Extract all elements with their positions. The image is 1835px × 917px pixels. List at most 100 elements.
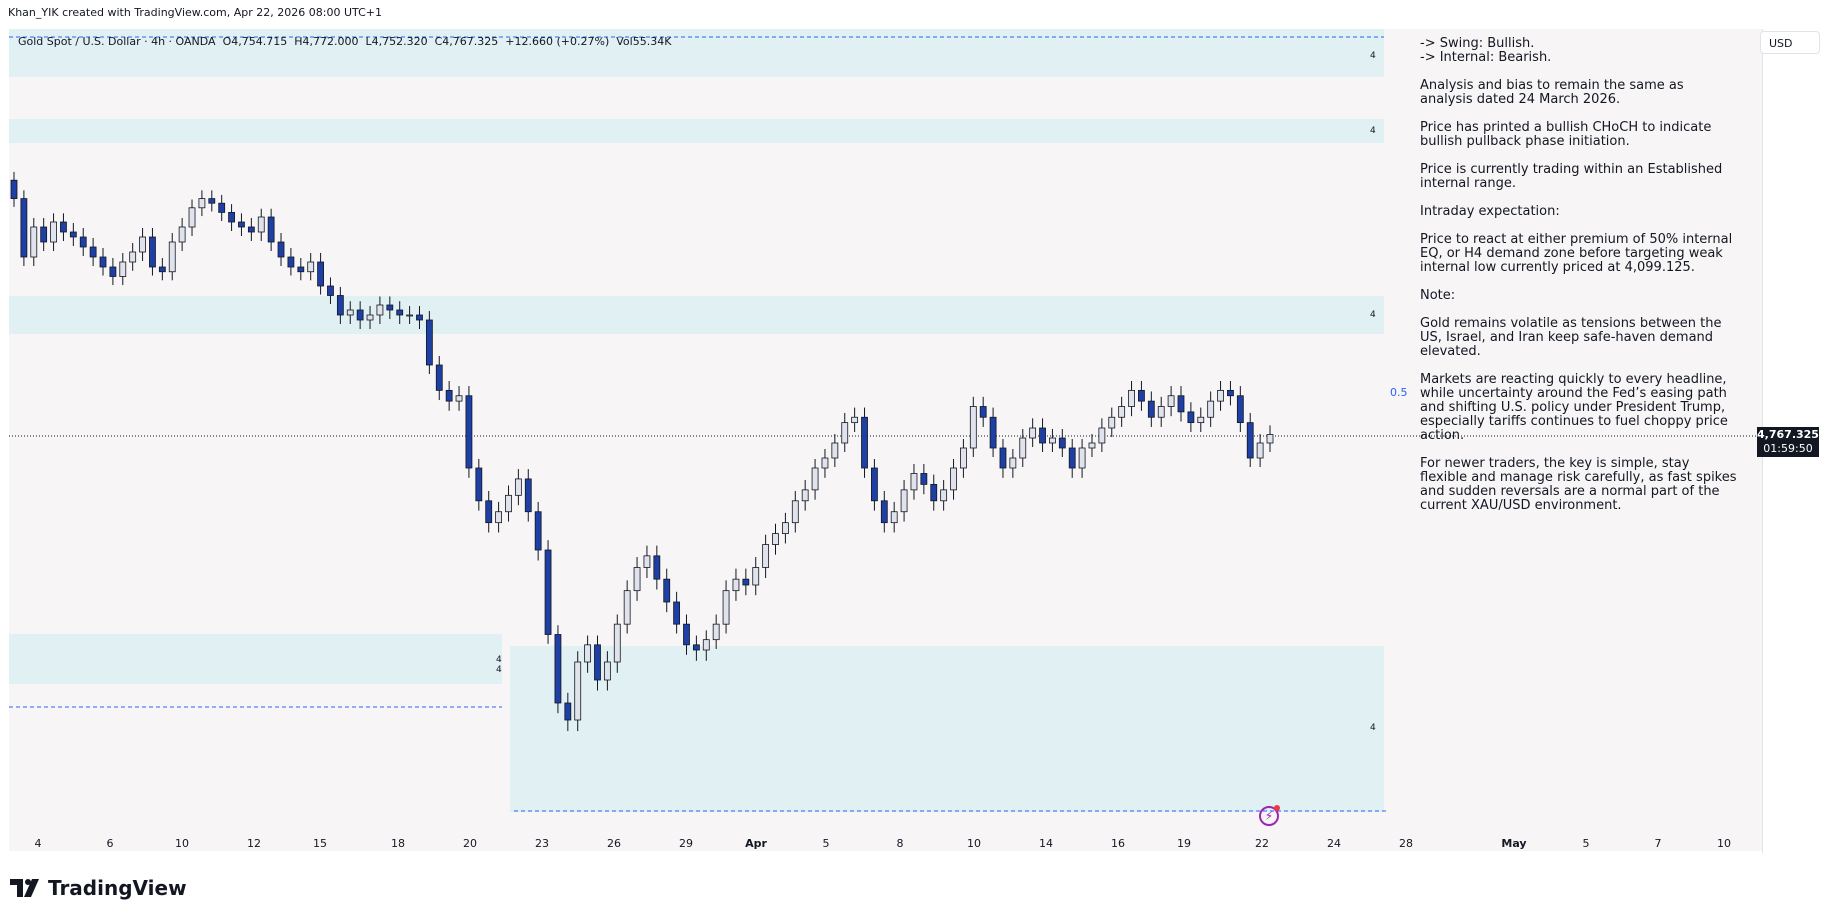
candle-body bbox=[1177, 395, 1185, 413]
candle-body bbox=[871, 467, 878, 502]
candle-body bbox=[752, 567, 760, 586]
candle-body bbox=[1227, 389, 1234, 397]
candle-body bbox=[327, 285, 334, 296]
candle-body bbox=[376, 304, 384, 316]
candle-countdown: 01:59:50 bbox=[1763, 442, 1813, 455]
candle-body bbox=[60, 221, 67, 233]
candle-body bbox=[930, 483, 938, 502]
candle-body bbox=[1088, 442, 1096, 449]
candle-body bbox=[1098, 427, 1106, 444]
candle-body bbox=[989, 416, 997, 449]
candle-body bbox=[524, 478, 532, 513]
candle-body bbox=[188, 207, 196, 228]
candle-body bbox=[1108, 416, 1116, 429]
last-price-label: 4,767.325 01:59:50 bbox=[1757, 427, 1819, 457]
ohlc-low: L4,752.320 bbox=[365, 35, 428, 48]
candle-body bbox=[386, 304, 394, 311]
tradingview-logo[interactable]: TradingView bbox=[10, 876, 187, 900]
candle-body bbox=[1009, 457, 1017, 469]
candle-body bbox=[277, 241, 285, 258]
time-tick-label: May bbox=[1501, 837, 1526, 850]
candle-body bbox=[623, 590, 631, 625]
time-tick-label: 10 bbox=[967, 837, 981, 850]
ohlc-high: H4,772.000 bbox=[294, 35, 359, 48]
candle-body bbox=[564, 702, 572, 721]
time-tick-label: 4 bbox=[35, 837, 42, 850]
candle-body bbox=[831, 442, 839, 459]
candle-body bbox=[514, 478, 522, 496]
zone-marker-label: 4 bbox=[1370, 310, 1376, 320]
time-tick-label: 26 bbox=[607, 837, 621, 850]
candle-body bbox=[69, 231, 77, 238]
note-p3: Price is currently trading within an Est… bbox=[1420, 162, 1723, 191]
candle-body bbox=[20, 198, 28, 258]
time-tick-label: 8 bbox=[897, 837, 904, 850]
candle-body bbox=[396, 309, 404, 316]
candle-body bbox=[139, 236, 146, 253]
time-tick-label: 22 bbox=[1255, 837, 1269, 850]
candle-body bbox=[129, 251, 137, 263]
candle-body bbox=[821, 457, 829, 469]
candlesticks bbox=[10, 171, 1274, 732]
ohlc-close: C4,767.325 bbox=[434, 35, 499, 48]
candle-body bbox=[633, 567, 641, 592]
candle-body bbox=[1118, 406, 1126, 418]
alert-icon[interactable]: ⚡ bbox=[1259, 806, 1279, 826]
candle-body bbox=[772, 533, 779, 545]
candle-body bbox=[346, 309, 354, 316]
zone-box bbox=[9, 634, 502, 684]
note-p5: Price to react at either premium of 50% … bbox=[1420, 232, 1733, 275]
candle-body bbox=[1236, 395, 1244, 424]
candle-body bbox=[851, 416, 859, 424]
candle-body bbox=[475, 467, 483, 502]
time-tick-label: 28 bbox=[1399, 837, 1413, 850]
time-tick-label: 5 bbox=[823, 837, 830, 850]
candle-body bbox=[1068, 447, 1076, 469]
candle-body bbox=[1197, 416, 1205, 424]
candle-body bbox=[920, 473, 928, 485]
time-tick-label: 29 bbox=[679, 837, 693, 850]
currency-selector[interactable]: USD bbox=[1760, 31, 1820, 54]
time-tick-label: 6 bbox=[107, 837, 114, 850]
candle-body bbox=[603, 661, 611, 681]
candle-body bbox=[940, 489, 948, 502]
time-tick-label: 16 bbox=[1111, 837, 1125, 850]
candle-body bbox=[880, 500, 888, 524]
candle-body bbox=[267, 216, 275, 243]
candle-body bbox=[1049, 437, 1056, 444]
candle-body bbox=[1039, 427, 1046, 444]
candle-body bbox=[1217, 389, 1224, 402]
candle-body bbox=[416, 314, 423, 321]
candle-body bbox=[683, 623, 690, 646]
candle-body bbox=[782, 522, 789, 535]
candle-body bbox=[791, 500, 799, 524]
candle-body bbox=[1138, 389, 1145, 402]
candle-body bbox=[702, 639, 710, 651]
zone-box bbox=[9, 296, 1384, 334]
time-tick-label: Apr bbox=[745, 837, 767, 850]
candle-body bbox=[307, 261, 315, 273]
candle-body bbox=[732, 578, 740, 592]
candle-body bbox=[643, 555, 651, 568]
candle-body bbox=[445, 389, 453, 402]
candle-body bbox=[1246, 422, 1254, 459]
candle-body bbox=[257, 216, 265, 233]
candle-body bbox=[505, 494, 512, 513]
candle-body bbox=[950, 467, 957, 491]
candle-body bbox=[841, 422, 849, 444]
tv-logo-icon bbox=[10, 879, 39, 897]
candle-body bbox=[1266, 434, 1274, 444]
key-level-lines bbox=[9, 36, 1762, 812]
candle-body bbox=[435, 364, 443, 391]
brand-name: TradingView bbox=[48, 876, 187, 900]
candle-body bbox=[1128, 389, 1135, 407]
candle-body bbox=[534, 511, 542, 551]
candle-body bbox=[178, 226, 186, 243]
fib-level-label: 0.5 bbox=[1390, 386, 1408, 399]
zone-marker-label: 4 bbox=[1370, 723, 1376, 733]
symbol-name[interactable]: Gold Spot / U.S. Dollar · 4h · OANDA bbox=[18, 35, 216, 48]
alert-dot-icon bbox=[1274, 805, 1280, 811]
candle-body bbox=[158, 266, 166, 273]
candle-body bbox=[762, 544, 770, 568]
